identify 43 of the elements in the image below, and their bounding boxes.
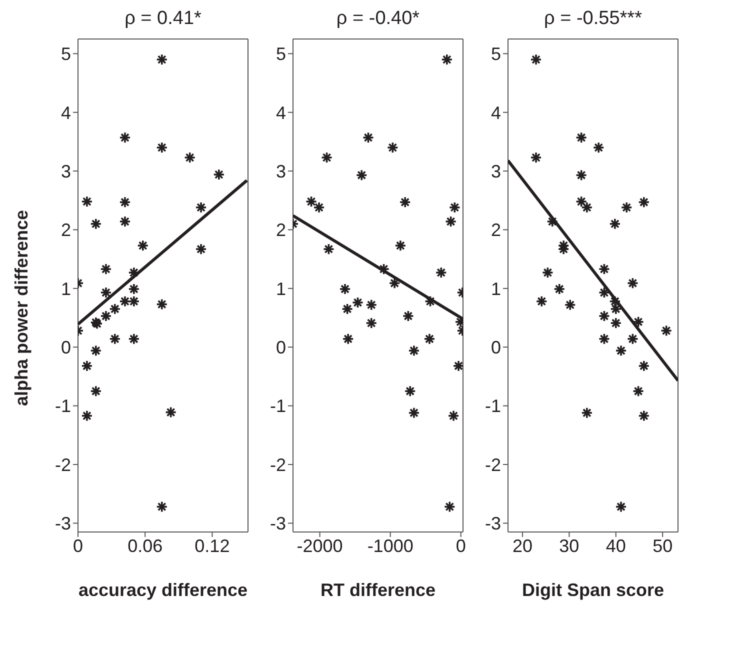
x-axis-title: accuracy difference — [78, 580, 248, 600]
y-tick-label: 0 — [490, 338, 501, 358]
y-tick-label: 3 — [490, 161, 501, 182]
y-axis-title: alpha power difference — [12, 210, 32, 406]
y-tick-label: 1 — [60, 278, 71, 299]
y-tick-label: 5 — [60, 44, 71, 64]
y-tick-label: 4 — [490, 102, 501, 123]
y-tick-label: -3 — [484, 514, 501, 534]
chart-title: ρ = 0.41* — [124, 8, 202, 30]
x-tick-label: 50 — [652, 536, 673, 556]
y-tick-label: 2 — [60, 220, 71, 240]
x-tick-label: 20 — [512, 536, 532, 556]
y-tick-label: -2 — [54, 454, 71, 475]
x-axis-title: RT difference — [320, 580, 436, 600]
x-tick-label: 0.06 — [128, 536, 163, 556]
y-tick-label: -1 — [54, 396, 71, 416]
y-tick-label: -2 — [270, 454, 286, 475]
y-tick-label: 2 — [276, 220, 286, 240]
x-tick-label: 0 — [456, 536, 466, 556]
y-tick-label: -1 — [484, 396, 501, 416]
y-tick-label: -3 — [54, 514, 71, 534]
y-tick-label: -2 — [484, 454, 501, 475]
y-tick-label: 3 — [276, 161, 286, 182]
chart-title: ρ = -0.55*** — [543, 8, 643, 30]
y-tick-label: 4 — [60, 102, 71, 123]
x-tick-label: -1000 — [367, 536, 414, 556]
y-tick-label: 0 — [276, 338, 286, 358]
y-tick-label: 0 — [60, 338, 71, 358]
y-tick-label: 2 — [490, 220, 501, 240]
y-tick-label: 5 — [276, 44, 286, 64]
y-tick-label: 4 — [276, 102, 286, 123]
y-tick-label: 1 — [276, 278, 286, 299]
y-tick-label: -3 — [270, 514, 286, 534]
x-tick-label: 0.12 — [194, 536, 230, 556]
y-tick-label: 5 — [490, 44, 501, 64]
x-tick-label: 40 — [606, 536, 626, 556]
x-axis-title: Digit Span score — [522, 580, 664, 600]
chart-title: ρ = -0.40* — [335, 8, 421, 30]
y-tick-label: 3 — [60, 161, 71, 182]
x-tick-label: 30 — [559, 536, 580, 556]
y-tick-label: -1 — [270, 396, 286, 416]
y-tick-label: 1 — [490, 278, 501, 299]
x-tick-label: -2000 — [296, 536, 343, 556]
